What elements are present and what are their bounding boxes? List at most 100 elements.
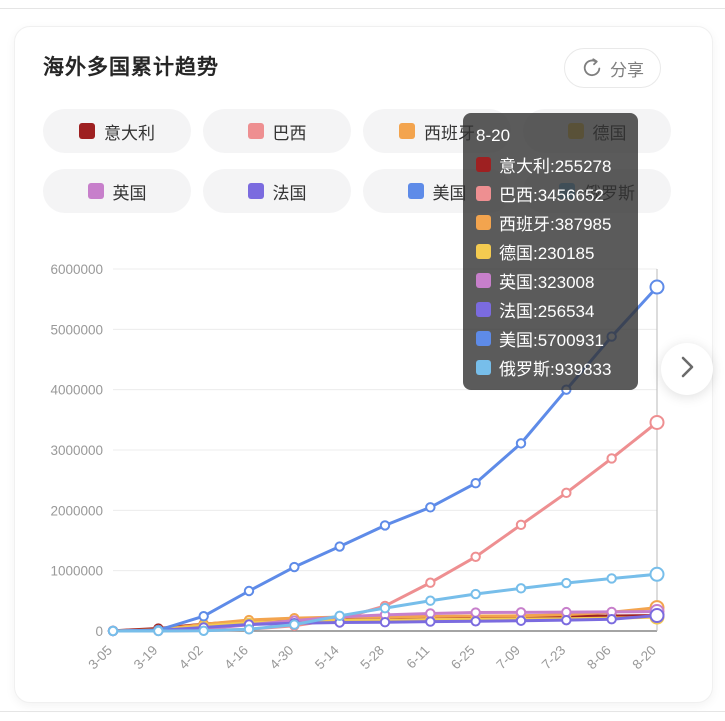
legend-pill-0[interactable]: 意大利 xyxy=(43,109,191,153)
data-point xyxy=(561,614,572,626)
legend: 意大利 巴西 西班牙 德国英国 法国 美国 俄罗斯 xyxy=(43,109,679,213)
y-tick-label: 3000000 xyxy=(50,443,103,458)
data-point xyxy=(107,625,119,637)
chevron-right-icon xyxy=(676,354,698,385)
data-point xyxy=(425,502,436,513)
y-tick-label: 5000000 xyxy=(50,322,103,337)
legend-label: 德国 xyxy=(592,123,627,143)
chart-area: 0 1000000 2000000 3000000 4000000 5000000 6000… xyxy=(37,241,697,701)
data-point xyxy=(334,610,345,621)
x-tick-label: 4-02 xyxy=(176,643,206,673)
share-label: 分享 xyxy=(610,60,644,80)
legend-pill-3[interactable]: 德国 xyxy=(523,109,671,153)
x-tick-label: 6-25 xyxy=(448,643,478,673)
data-point xyxy=(289,561,300,573)
data-point xyxy=(198,611,209,622)
data-point xyxy=(649,414,665,430)
data-point xyxy=(470,616,481,627)
y-tick-label: 0 xyxy=(95,624,103,639)
data-point xyxy=(606,453,617,464)
data-point xyxy=(153,625,164,637)
tooltip-swatch xyxy=(476,215,491,230)
data-point xyxy=(243,585,255,597)
y-tick-label: 2000000 xyxy=(50,503,103,518)
legend-pill-4[interactable]: 英国 xyxy=(43,169,191,213)
legend-swatch xyxy=(79,123,95,139)
legend-swatch xyxy=(407,183,424,199)
data-point xyxy=(606,614,617,625)
data-point xyxy=(515,438,527,449)
legend-pill-5[interactable]: 法国 xyxy=(203,169,351,213)
x-tick-label: 8-06 xyxy=(584,643,614,673)
data-point xyxy=(425,595,436,606)
legend-label: 西班牙 xyxy=(424,123,475,143)
data-point xyxy=(649,279,665,295)
data-point xyxy=(561,577,572,589)
legend-label: 意大利 xyxy=(104,123,155,143)
y-tick-label: 6000000 xyxy=(50,262,103,277)
x-tick-label: 5-14 xyxy=(312,642,342,672)
legend-pill-7[interactable]: 俄罗斯 xyxy=(523,169,671,213)
legend-swatch xyxy=(567,123,584,139)
data-point xyxy=(289,619,300,630)
legend-swatch xyxy=(399,123,415,139)
x-tick-label: 8-20 xyxy=(629,643,659,673)
x-tick-label: 5-28 xyxy=(357,643,387,673)
data-point xyxy=(606,573,617,584)
x-tick-label: 3-05 xyxy=(85,643,115,673)
legend-pill-2[interactable]: 西班牙 xyxy=(363,109,511,153)
x-tick-label: 4-16 xyxy=(221,643,251,673)
data-point xyxy=(515,583,527,594)
data-point xyxy=(379,520,391,531)
data-point xyxy=(425,616,436,627)
legend-swatch xyxy=(87,183,104,199)
data-point xyxy=(649,566,665,582)
data-point xyxy=(198,625,209,636)
next-page-button[interactable] xyxy=(661,343,713,395)
data-point xyxy=(515,519,527,531)
y-tick-label: 1000000 xyxy=(50,564,103,579)
legend-pill-1[interactable]: 巴西 xyxy=(203,109,351,153)
y-tick-label: 4000000 xyxy=(50,383,103,398)
legend-label: 法国 xyxy=(272,183,307,203)
trend-card: 海外多国累计趋势 分享 意大利 巴西 西班牙 德国英国 法国 美国 俄罗斯 0 1000000… xyxy=(14,26,713,703)
data-point xyxy=(243,624,255,635)
data-point xyxy=(470,551,481,562)
x-tick-label: 7-09 xyxy=(493,643,523,673)
data-point xyxy=(334,541,345,552)
data-point xyxy=(606,331,617,342)
legend-pill-6[interactable]: 美国 xyxy=(363,169,511,213)
legend-label: 英国 xyxy=(112,183,147,203)
page-divider-bottom xyxy=(0,711,725,712)
data-point xyxy=(470,607,481,618)
data-point xyxy=(515,607,527,618)
legend-swatch xyxy=(247,183,264,199)
series-7 xyxy=(107,566,665,637)
legend-swatch xyxy=(559,183,575,199)
chart-canvas[interactable]: 0 1000000 2000000 3000000 4000000 5000000 6000… xyxy=(37,241,697,701)
x-tick-label: 4-30 xyxy=(267,643,297,673)
legend-label: 俄罗斯 xyxy=(584,183,635,203)
data-point xyxy=(515,615,527,626)
data-point xyxy=(425,608,436,619)
legend-swatch xyxy=(247,123,264,139)
data-point xyxy=(379,602,391,614)
legend-label: 巴西 xyxy=(272,123,307,143)
data-point xyxy=(425,577,436,588)
data-point xyxy=(649,608,665,624)
x-tick-label: 6-11 xyxy=(403,643,432,672)
data-point xyxy=(561,384,572,395)
tooltip-entry-text: 西班牙:387985 xyxy=(499,215,612,234)
data-point xyxy=(379,616,391,628)
data-point xyxy=(470,588,481,600)
share-button[interactable]: 分享 xyxy=(564,48,661,88)
page-divider-top xyxy=(0,8,725,9)
share-icon xyxy=(581,57,603,79)
x-tick-label: 3-19 xyxy=(131,643,161,673)
card-title: 海外多国累计趋势 xyxy=(43,56,219,79)
legend-label: 美国 xyxy=(432,183,467,203)
x-tick-label: 7-23 xyxy=(539,643,569,673)
data-point xyxy=(561,487,572,499)
data-point xyxy=(470,477,481,489)
series-line-6 xyxy=(111,285,659,633)
